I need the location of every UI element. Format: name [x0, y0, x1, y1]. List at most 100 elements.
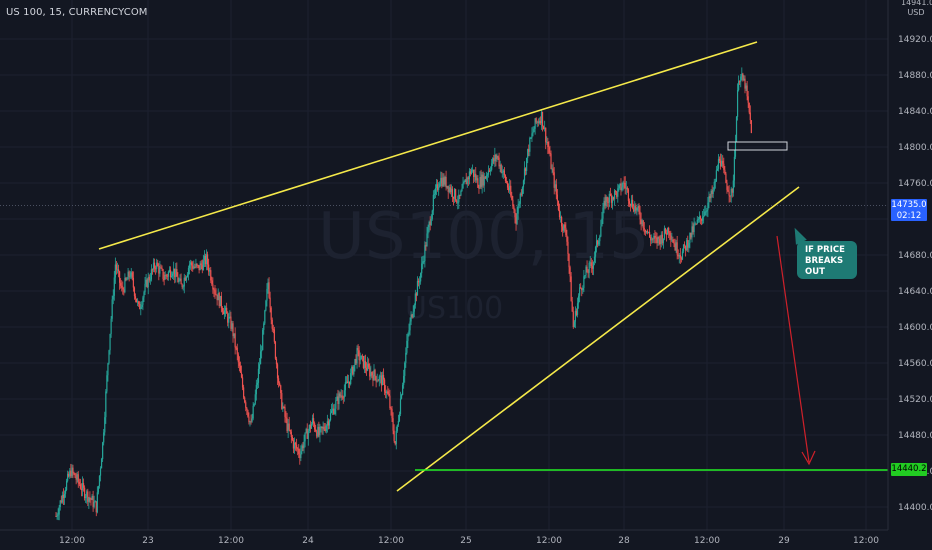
- candle-body: [306, 429, 308, 439]
- candle-body: [618, 185, 620, 189]
- candle-body: [217, 293, 219, 301]
- candle-body: [739, 81, 741, 83]
- candle-body: [159, 267, 161, 274]
- candle-body: [317, 426, 319, 437]
- candle-body: [741, 73, 743, 77]
- candle-body: [626, 187, 628, 190]
- candle-body: [443, 177, 445, 185]
- candle-body: [632, 199, 634, 208]
- candle-body: [586, 266, 588, 273]
- candle-body: [473, 169, 475, 177]
- candle-body: [569, 267, 571, 277]
- candle-body: [108, 350, 110, 364]
- candle-body: [133, 287, 136, 297]
- candle-body: [639, 211, 641, 220]
- candle-body: [234, 333, 236, 348]
- price-axis: 14400.014440.014480.014520.014560.014600…: [887, 0, 932, 550]
- candle-body: [345, 381, 348, 383]
- candle-body: [252, 405, 254, 419]
- candle-body: [645, 230, 648, 233]
- candle-body: [169, 269, 172, 278]
- candle-body: [247, 410, 249, 417]
- candle-body: [323, 426, 325, 430]
- candle-body: [406, 340, 408, 353]
- candle-body: [580, 287, 582, 289]
- candle-body: [398, 414, 401, 422]
- candle-body: [745, 85, 747, 89]
- time-tick-label: 24: [302, 536, 314, 546]
- candle-body: [233, 333, 235, 337]
- candle-body: [588, 262, 590, 273]
- candle-body: [289, 429, 291, 432]
- candle-body: [722, 160, 724, 164]
- candle-body: [608, 193, 610, 203]
- candle-body: [341, 395, 343, 398]
- breakout-callout[interactable]: IF PRICE BREAKS OUT: [797, 241, 857, 279]
- candle-body: [494, 154, 496, 162]
- price-zone-rectangle: [727, 141, 788, 151]
- candle-body: [554, 184, 556, 188]
- candle-body: [561, 216, 563, 227]
- candle-body: [439, 183, 441, 188]
- candle-body: [78, 481, 80, 485]
- candles: [55, 67, 752, 521]
- candle-body: [733, 156, 735, 181]
- candle-body: [538, 120, 540, 123]
- candle-body: [128, 271, 130, 277]
- candle-body: [374, 369, 376, 377]
- candle-body: [535, 118, 537, 123]
- candle-body: [611, 197, 614, 203]
- candle-body: [646, 230, 649, 233]
- candle-body: [570, 276, 572, 302]
- candle-body: [179, 278, 181, 281]
- candle-body: [216, 294, 218, 301]
- candle-body: [365, 367, 368, 371]
- candle-body: [165, 274, 167, 276]
- candle-body: [73, 472, 75, 474]
- candle-body: [193, 266, 195, 269]
- candle-body: [699, 216, 702, 219]
- candle-body: [720, 160, 722, 167]
- candle-body: [226, 307, 228, 314]
- candle-body: [111, 299, 113, 319]
- candle-body: [74, 473, 76, 478]
- candle-body: [736, 90, 739, 117]
- candle-body: [598, 241, 600, 245]
- candle-body: [441, 177, 443, 187]
- candle-body: [184, 277, 186, 281]
- candle-body: [622, 182, 624, 188]
- candle-body: [571, 301, 573, 312]
- candle-body: [75, 477, 77, 480]
- candle-body: [688, 242, 690, 248]
- candle-body: [380, 375, 383, 386]
- candle-body: [71, 467, 73, 477]
- candle-body: [487, 170, 490, 175]
- candle-body: [430, 218, 432, 226]
- candle-body: [57, 514, 59, 516]
- candle-body: [124, 278, 126, 293]
- candle-body: [660, 234, 662, 245]
- candle-body: [417, 281, 420, 283]
- candle-body: [486, 174, 489, 176]
- candle-body: [431, 210, 433, 219]
- candle-body: [551, 168, 553, 170]
- candle-body: [585, 266, 587, 276]
- candle-body: [89, 497, 91, 499]
- candle-body: [301, 445, 303, 452]
- candle-body: [414, 293, 416, 305]
- candle-body: [682, 244, 685, 252]
- candle-body: [80, 488, 83, 491]
- candle-body: [480, 176, 482, 187]
- candle-body: [273, 329, 275, 342]
- candle-body: [379, 375, 381, 377]
- candle-body: [105, 391, 107, 418]
- candle-body: [119, 271, 121, 283]
- candle-body: [245, 402, 247, 408]
- candle-body: [370, 372, 372, 377]
- projection-arrow: [776, 235, 810, 463]
- candle-body: [134, 296, 137, 299]
- candle-body: [668, 227, 670, 233]
- candle-body: [718, 158, 721, 161]
- candle-body: [279, 382, 281, 386]
